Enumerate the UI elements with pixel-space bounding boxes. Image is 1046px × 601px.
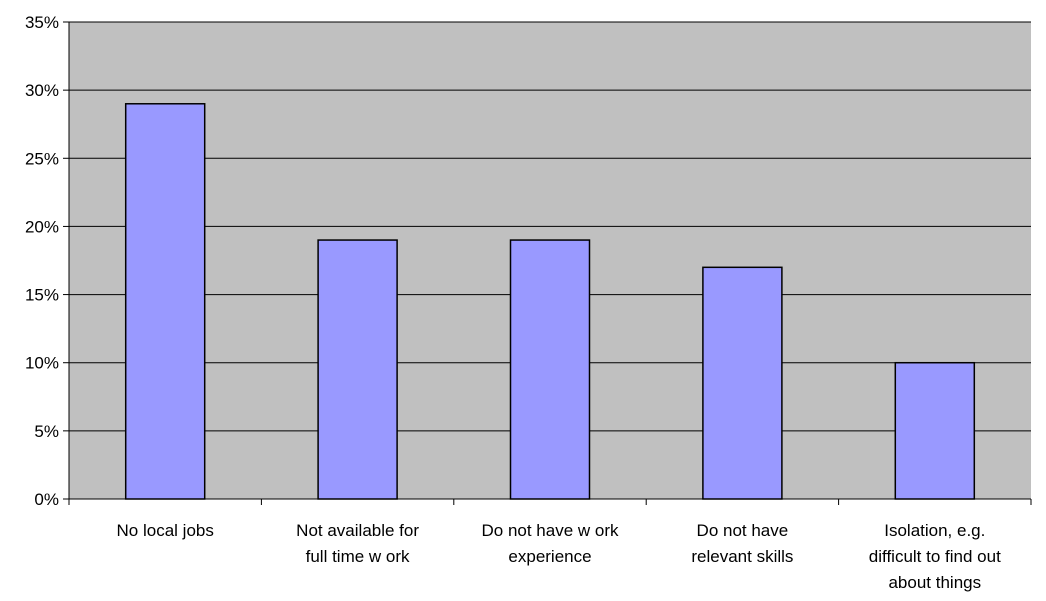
- x-category-label-line: full time w ork: [306, 547, 410, 566]
- y-tick-label: 5%: [34, 422, 59, 441]
- bar: [124, 103, 206, 500]
- y-tick-label: 0%: [34, 490, 59, 509]
- bar: [317, 239, 398, 500]
- x-category-label-line: relevant skills: [691, 547, 793, 566]
- axes: [63, 21, 1032, 505]
- x-category-label-line: Not available for: [296, 521, 419, 540]
- x-category-label-line: No local jobs: [117, 521, 214, 540]
- y-tick-label: 25%: [25, 149, 59, 168]
- bar: [509, 239, 591, 500]
- y-axis-tick-labels: 0% 5% 10% 15% 20% 25% 30% 35%: [25, 13, 59, 509]
- y-tick-label: 10%: [25, 354, 59, 373]
- x-category-label: Isolation, e.g. difficult to find out abou…: [869, 521, 1001, 592]
- x-category-label-line: Isolation, e.g.: [884, 521, 985, 540]
- x-category-label-line: Do not have: [697, 521, 789, 540]
- y-tick-label: 20%: [25, 217, 59, 236]
- bar: [894, 361, 976, 500]
- x-category-label: Do not have w ork experience: [481, 521, 619, 566]
- x-axis-category-labels: No local jobs Not available for full time …: [117, 521, 1002, 592]
- bar: [702, 266, 783, 500]
- x-category-label-line: about things: [888, 573, 981, 592]
- x-category-label: Do not have relevant skills: [691, 521, 793, 566]
- y-tick-label: 30%: [25, 81, 59, 100]
- x-category-label-line: difficult to find out: [869, 547, 1001, 566]
- x-category-label-line: experience: [508, 547, 591, 566]
- x-category-label: Not available for full time w ork: [296, 521, 419, 566]
- x-category-label-line: Do not have w ork: [481, 521, 619, 540]
- x-category-label: No local jobs: [117, 521, 214, 540]
- y-tick-label: 35%: [25, 13, 59, 32]
- y-tick-label: 15%: [25, 286, 59, 305]
